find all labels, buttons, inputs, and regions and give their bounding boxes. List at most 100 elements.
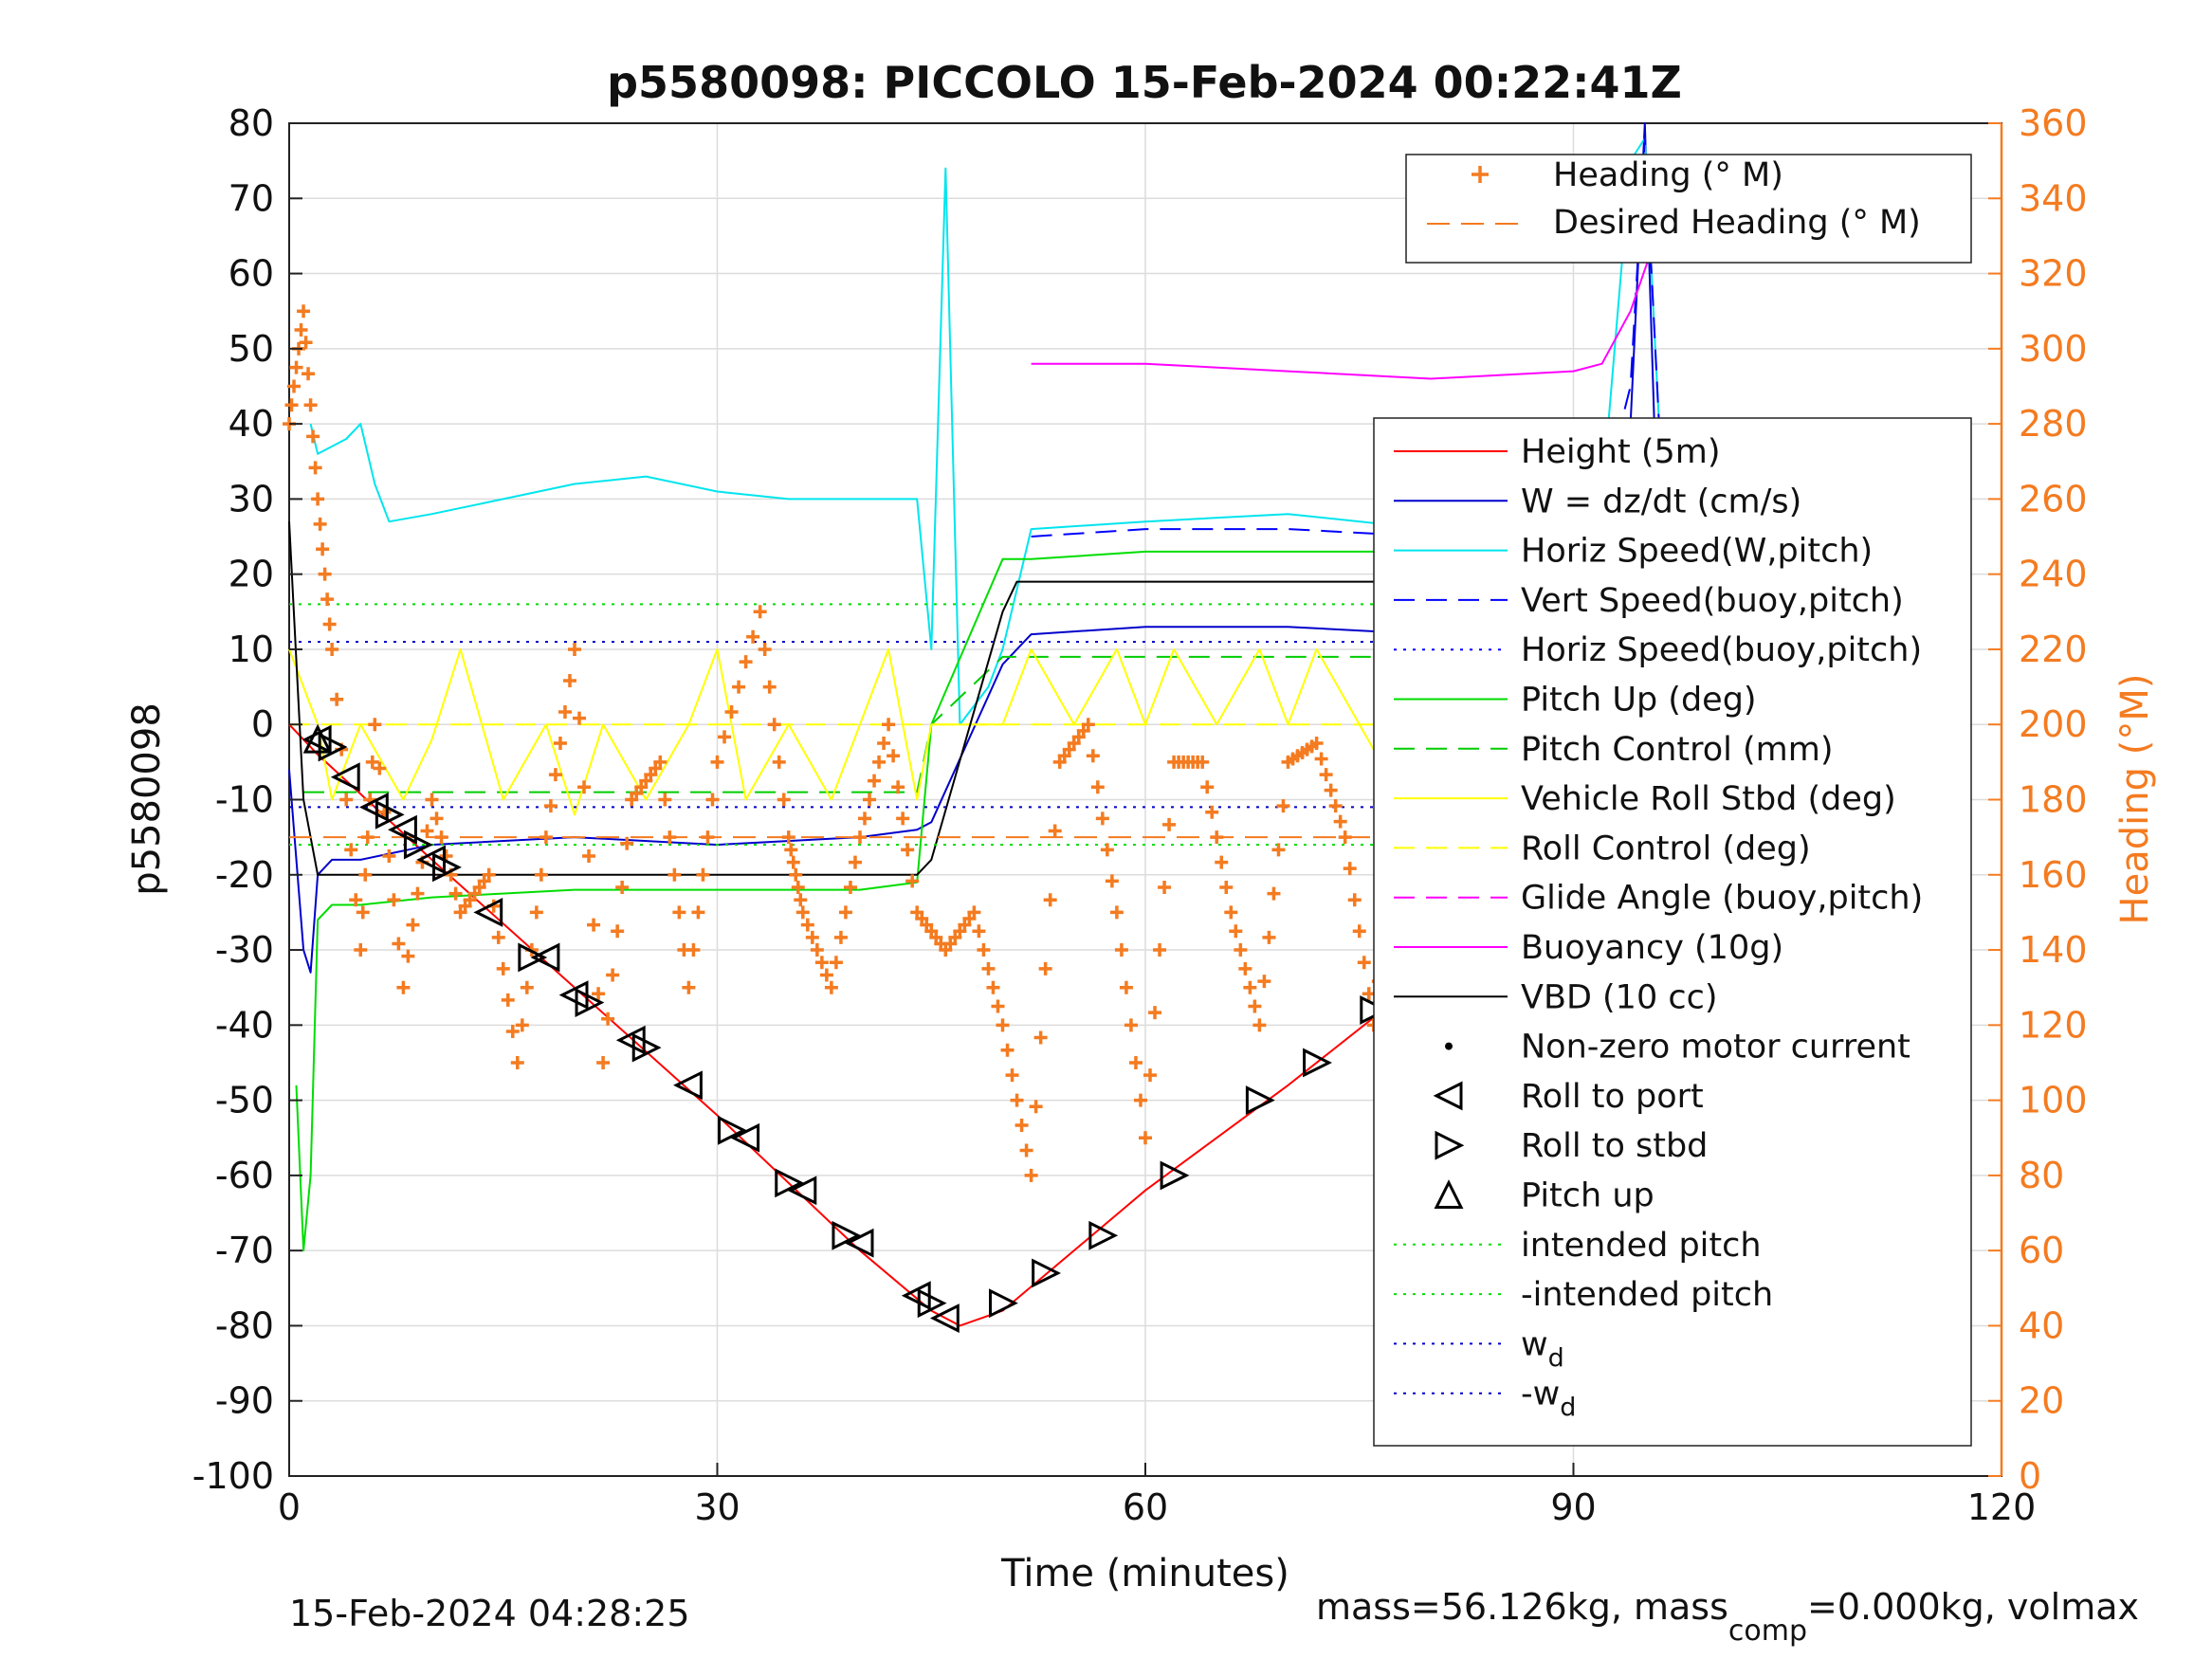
roll-to-stbd-marker	[1088, 1220, 1119, 1250]
heading-point	[297, 304, 311, 319]
legend-heading-box	[1405, 154, 1972, 264]
y2-tick-label: 340	[2019, 177, 2088, 219]
heading-point	[325, 642, 339, 656]
heading-point	[373, 761, 387, 775]
roll-to-port-marker	[330, 762, 360, 793]
legend-main-label: Buoyancy (10g)	[1521, 929, 1783, 967]
legend-main-label: Non-zero motor current	[1521, 1029, 1910, 1066]
y-tick-label: 20	[229, 554, 274, 595]
y2-tick-label: 80	[2019, 1155, 2064, 1196]
heading-point	[420, 824, 434, 838]
heading-point	[858, 811, 872, 826]
heading-point	[1357, 956, 1371, 970]
heading-point	[491, 930, 505, 944]
heading-point	[905, 874, 920, 888]
heading-point	[753, 605, 767, 619]
y-tick-label: 10	[229, 629, 274, 670]
roll-to-stbd-marker	[575, 988, 605, 1017]
heading-point	[548, 768, 562, 782]
heading-point	[1196, 755, 1210, 769]
y-tick-label: 30	[229, 478, 274, 520]
heading-point	[810, 943, 824, 957]
heading-point	[1095, 811, 1109, 826]
y-tick-label: -10	[215, 779, 274, 821]
heading-point	[1252, 1018, 1267, 1032]
heading-point	[872, 755, 887, 769]
heading-point	[573, 711, 587, 725]
heading-point	[762, 680, 777, 694]
heading-point	[553, 737, 567, 751]
legend-main-label: Pitch Control (mm)	[1521, 731, 1833, 769]
heading-point	[1005, 1068, 1019, 1083]
heading-point	[562, 673, 576, 687]
heading-point	[1248, 999, 1262, 1013]
heading-point	[1048, 824, 1062, 838]
heading-point	[520, 980, 534, 994]
y-tick-label: -90	[215, 1380, 274, 1422]
y2-tick-label: 180	[2019, 779, 2088, 821]
legend-heading-label: Heading (° M)	[1553, 156, 1783, 194]
heading-point	[356, 905, 370, 920]
heading-point	[758, 642, 772, 656]
series-layer	[283, 122, 1718, 1327]
heading-point	[691, 905, 705, 920]
heading-point	[848, 855, 862, 869]
roll-to-port-marker	[388, 814, 417, 845]
heading-point	[615, 880, 630, 894]
y2-tick-label: 160	[2019, 854, 2088, 896]
heading-point	[596, 1055, 611, 1069]
x-tick-label: 0	[278, 1486, 301, 1528]
heading-point	[981, 961, 996, 975]
y-axis-label: p5580098	[125, 702, 169, 896]
x-tick-label: 120	[1967, 1486, 2037, 1528]
heading-point	[853, 830, 867, 845]
heading-point	[863, 793, 877, 807]
y2-tick-label: 40	[2019, 1304, 2064, 1346]
heading-point	[330, 692, 344, 706]
heading-point	[284, 398, 299, 412]
roll-to-stbd-marker	[631, 1032, 662, 1063]
legend-main-label: Pitch up	[1521, 1177, 1654, 1215]
heading-point	[732, 680, 746, 694]
roll-to-port-marker	[673, 1070, 703, 1101]
heading-point	[1262, 930, 1276, 944]
heading-point	[501, 993, 515, 1007]
heading-point	[306, 429, 320, 444]
y2-tick-label: 140	[2019, 929, 2088, 971]
roll-to-stbd-marker	[403, 830, 433, 860]
heading-point	[1333, 814, 1347, 829]
heading-point	[1015, 1119, 1029, 1133]
heading-point	[710, 755, 724, 769]
heading-point	[1205, 805, 1219, 819]
heading-point	[868, 774, 882, 788]
heading-point	[819, 968, 833, 982]
heading-point	[510, 1055, 524, 1069]
y2-tick-label: 200	[2019, 703, 2088, 745]
heading-point	[781, 830, 795, 845]
heading-point	[829, 956, 843, 970]
heading-point	[448, 886, 463, 901]
y2-tick-label: 320	[2019, 253, 2088, 295]
heading-point	[991, 999, 1005, 1013]
heading-point	[777, 793, 791, 807]
y2-axis-label: Heading (°M)	[2113, 674, 2157, 925]
heading-point	[349, 893, 363, 907]
heading-point	[843, 880, 857, 894]
legend-main-symbol	[1435, 1130, 1465, 1160]
x-axis-label: Time (minutes)	[1000, 1552, 1289, 1595]
heading-point	[1352, 924, 1366, 939]
heading-point	[354, 943, 368, 957]
heading-point	[667, 867, 682, 882]
legend-main-label: Roll Control (deg)	[1521, 830, 1811, 867]
footer-mass: mass=56.126kg, masscomp=0.000kg, volmax	[1316, 1586, 2139, 1648]
heading-point	[877, 737, 891, 751]
heading-point	[1148, 1006, 1162, 1020]
roll-to-stbd-marker	[989, 1288, 1018, 1319]
heading-point	[1162, 817, 1177, 831]
heading-point	[299, 336, 313, 350]
legend-main-symbol	[1433, 1081, 1463, 1111]
roll-to-stbd-marker	[1303, 1048, 1332, 1078]
heading-point	[786, 855, 800, 869]
heading-point	[986, 980, 1000, 994]
